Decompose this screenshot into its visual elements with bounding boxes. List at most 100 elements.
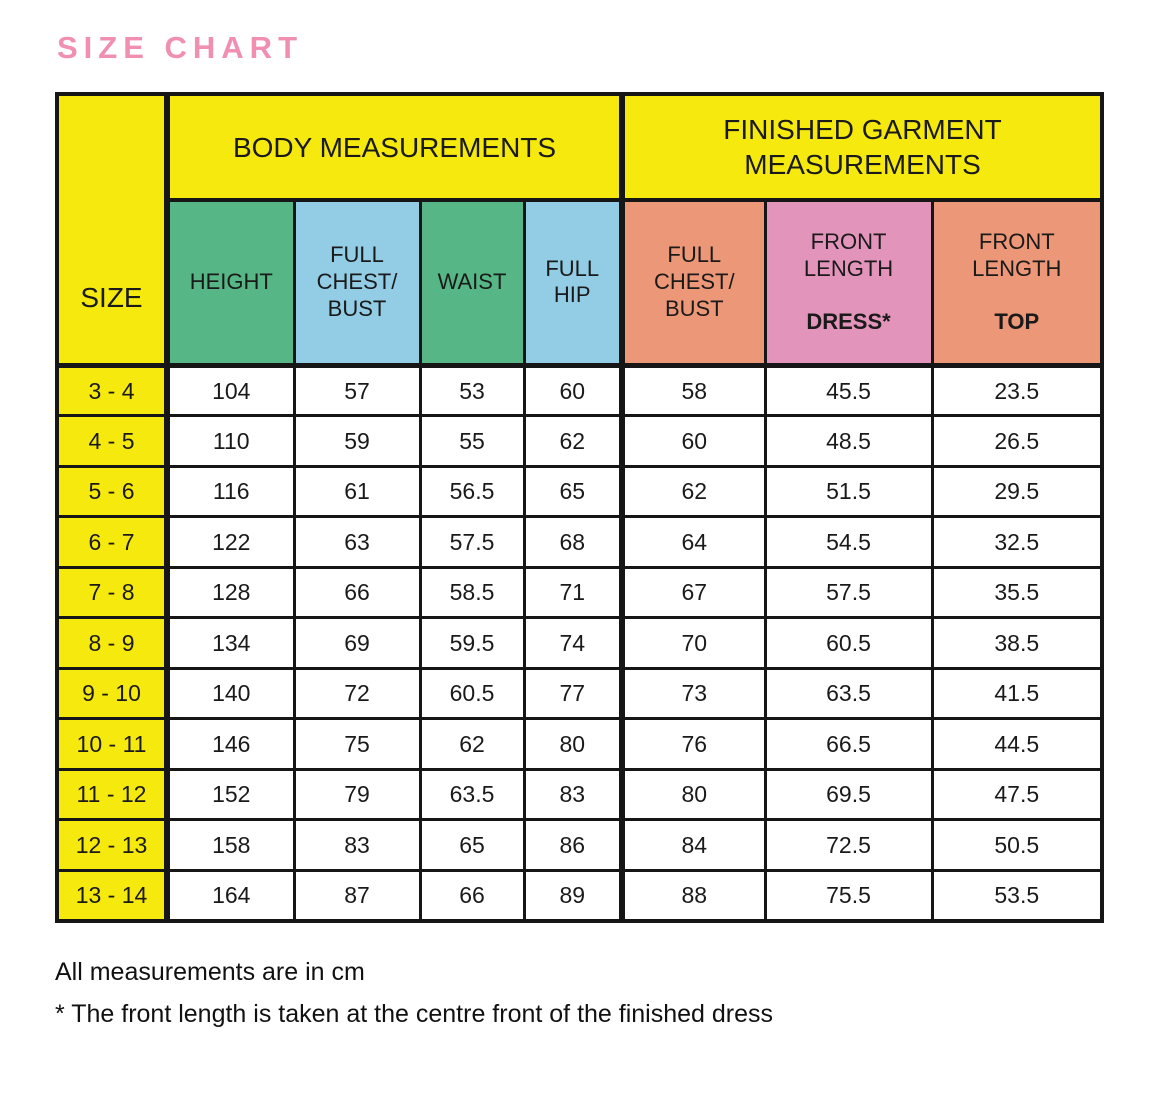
hip-cell: 65: [522, 464, 624, 519]
hip-cell: 89: [522, 868, 624, 923]
front-length-dress-cell: 45.5: [763, 363, 934, 418]
garment-chest-cell: 58: [619, 363, 767, 418]
chest-cell: 57: [292, 363, 422, 418]
size-cell: 5 - 6: [55, 464, 170, 519]
height-cell: 152: [165, 767, 296, 822]
chest-cell: 72: [292, 666, 422, 721]
size-cell: 6 - 7: [55, 515, 170, 569]
height-cell: 134: [165, 616, 296, 670]
height-cell: 158: [165, 818, 296, 872]
front-length-dress-cell: 69.5: [763, 767, 934, 822]
size-cell: 10 - 11: [55, 717, 170, 771]
column-header-waist: WAIST: [418, 197, 526, 367]
height-cell: 128: [165, 565, 296, 620]
front-length-top-cell: 32.5: [930, 515, 1104, 569]
column-header-full-chest-bust: FULL CHEST/ BUST: [292, 197, 422, 367]
column-header-front-length-top: FRONT LENGTH TOP: [930, 197, 1104, 367]
chest-cell: 87: [292, 868, 422, 923]
waist-cell: 58.5: [418, 565, 526, 620]
column-header-full-hip: FULL HIP: [522, 197, 624, 367]
hip-cell: 80: [522, 717, 624, 771]
table-row: 10 - 11 146 75 62 80 76 66.5 44.5: [55, 717, 1104, 771]
size-cell: 3 - 4: [55, 363, 170, 418]
chest-cell: 66: [292, 565, 422, 620]
front-length-dress-label: FRONT LENGTH: [803, 228, 894, 281]
height-cell: 164: [165, 868, 296, 923]
table-row: 8 - 9 134 69 59.5 74 70 60.5 38.5: [55, 616, 1104, 670]
page-title: SIZE CHART: [57, 30, 303, 65]
front-length-dress-bold-label: DRESS*: [806, 309, 891, 335]
front-length-top-cell: 29.5: [930, 464, 1104, 519]
garment-chest-cell: 64: [619, 515, 767, 569]
garment-chest-cell: 88: [619, 868, 767, 923]
garment-chest-cell: 70: [619, 616, 767, 670]
waist-cell: 56.5: [418, 464, 526, 519]
table-row: 12 - 13 158 83 65 86 84 72.5 50.5: [55, 818, 1104, 872]
group-header-body-measurements: BODY MEASUREMENTS: [165, 92, 624, 202]
front-length-top-label: FRONT LENGTH: [972, 228, 1062, 281]
garment-chest-cell: 80: [619, 767, 767, 822]
column-header-row: HEIGHT FULL CHEST/ BUST WAIST FULL HIP F…: [57, 197, 1104, 367]
height-cell: 110: [165, 414, 296, 468]
hip-cell: 60: [522, 363, 624, 418]
table-row: 4 - 5 110 59 55 62 60 48.5 26.5: [55, 414, 1104, 468]
front-length-dress-cell: 60.5: [763, 616, 934, 670]
table-row: 3 - 4 104 57 53 60 58 45.5 23.5: [55, 363, 1104, 418]
front-length-top-cell: 47.5: [930, 767, 1104, 822]
front-length-top-cell: 35.5: [930, 565, 1104, 620]
waist-cell: 53: [418, 363, 526, 418]
hip-cell: 68: [522, 515, 624, 569]
height-cell: 146: [165, 717, 296, 771]
waist-cell: 57.5: [418, 515, 526, 569]
front-length-top-cell: 26.5: [930, 414, 1104, 468]
height-cell: 140: [165, 666, 296, 721]
garment-chest-cell: 62: [619, 464, 767, 519]
hip-cell: 71: [522, 565, 624, 620]
size-cell: 8 - 9: [55, 616, 170, 670]
note-front-length: * The front length is taken at the centr…: [55, 1000, 774, 1029]
table-row: 5 - 6 116 61 56.5 65 62 51.5 29.5: [55, 464, 1104, 519]
front-length-dress-cell: 48.5: [763, 414, 934, 468]
front-length-dress-cell: 54.5: [763, 515, 934, 569]
size-chart-table: SIZE BODY MEASUREMENTS FINISHED GARMENT …: [55, 92, 1105, 923]
waist-cell: 65: [418, 818, 526, 872]
garment-chest-cell: 73: [619, 666, 767, 721]
front-length-top-cell: 41.5: [930, 666, 1104, 721]
note-units: All measurements are in cm: [55, 957, 365, 986]
front-length-top-cell: 50.5: [930, 818, 1104, 872]
chest-cell: 79: [292, 767, 422, 822]
garment-chest-cell: 76: [619, 717, 767, 771]
hip-cell: 77: [522, 666, 624, 721]
front-length-dress-cell: 51.5: [763, 464, 934, 519]
hip-cell: 86: [522, 818, 624, 872]
chest-cell: 61: [292, 464, 422, 519]
waist-cell: 66: [418, 868, 526, 923]
table-row: 6 - 7 122 63 57.5 68 64 54.5 32.5: [55, 515, 1104, 569]
hip-cell: 74: [522, 616, 624, 670]
front-length-dress-cell: 72.5: [763, 818, 934, 872]
table-body: 3 - 4 104 57 53 60 58 45.5 23.5 4 - 5 11…: [55, 363, 1104, 923]
table-row: 9 - 10 140 72 60.5 77 73 63.5 41.5: [55, 666, 1104, 721]
size-cell: 4 - 5: [55, 414, 170, 468]
garment-chest-cell: 67: [619, 565, 767, 620]
chest-cell: 75: [292, 717, 422, 771]
chest-cell: 69: [292, 616, 422, 670]
height-cell: 104: [165, 363, 296, 418]
size-chart-page: SIZE CHART SIZE BODY MEASUREMENTS FINISH…: [55, 30, 1105, 1029]
table-row: 13 - 14 164 87 66 89 88 75.5 53.5: [55, 868, 1104, 923]
size-cell: 13 - 14: [55, 868, 170, 923]
hip-cell: 83: [522, 767, 624, 822]
column-header-garment-full-chest-bust: FULL CHEST/ BUST: [619, 197, 767, 367]
waist-cell: 63.5: [418, 767, 526, 822]
waist-cell: 60.5: [418, 666, 526, 721]
front-length-dress-cell: 75.5: [763, 868, 934, 923]
front-length-top-cell: 38.5: [930, 616, 1104, 670]
chest-cell: 83: [292, 818, 422, 872]
front-length-dress-cell: 63.5: [763, 666, 934, 721]
table-header: SIZE BODY MEASUREMENTS FINISHED GARMENT …: [55, 92, 1104, 367]
chest-cell: 63: [292, 515, 422, 569]
size-cell: 7 - 8: [55, 565, 170, 620]
garment-chest-cell: 84: [619, 818, 767, 872]
column-header-front-length-dress: FRONT LENGTH DRESS*: [763, 197, 934, 367]
front-length-dress-cell: 66.5: [763, 717, 934, 771]
